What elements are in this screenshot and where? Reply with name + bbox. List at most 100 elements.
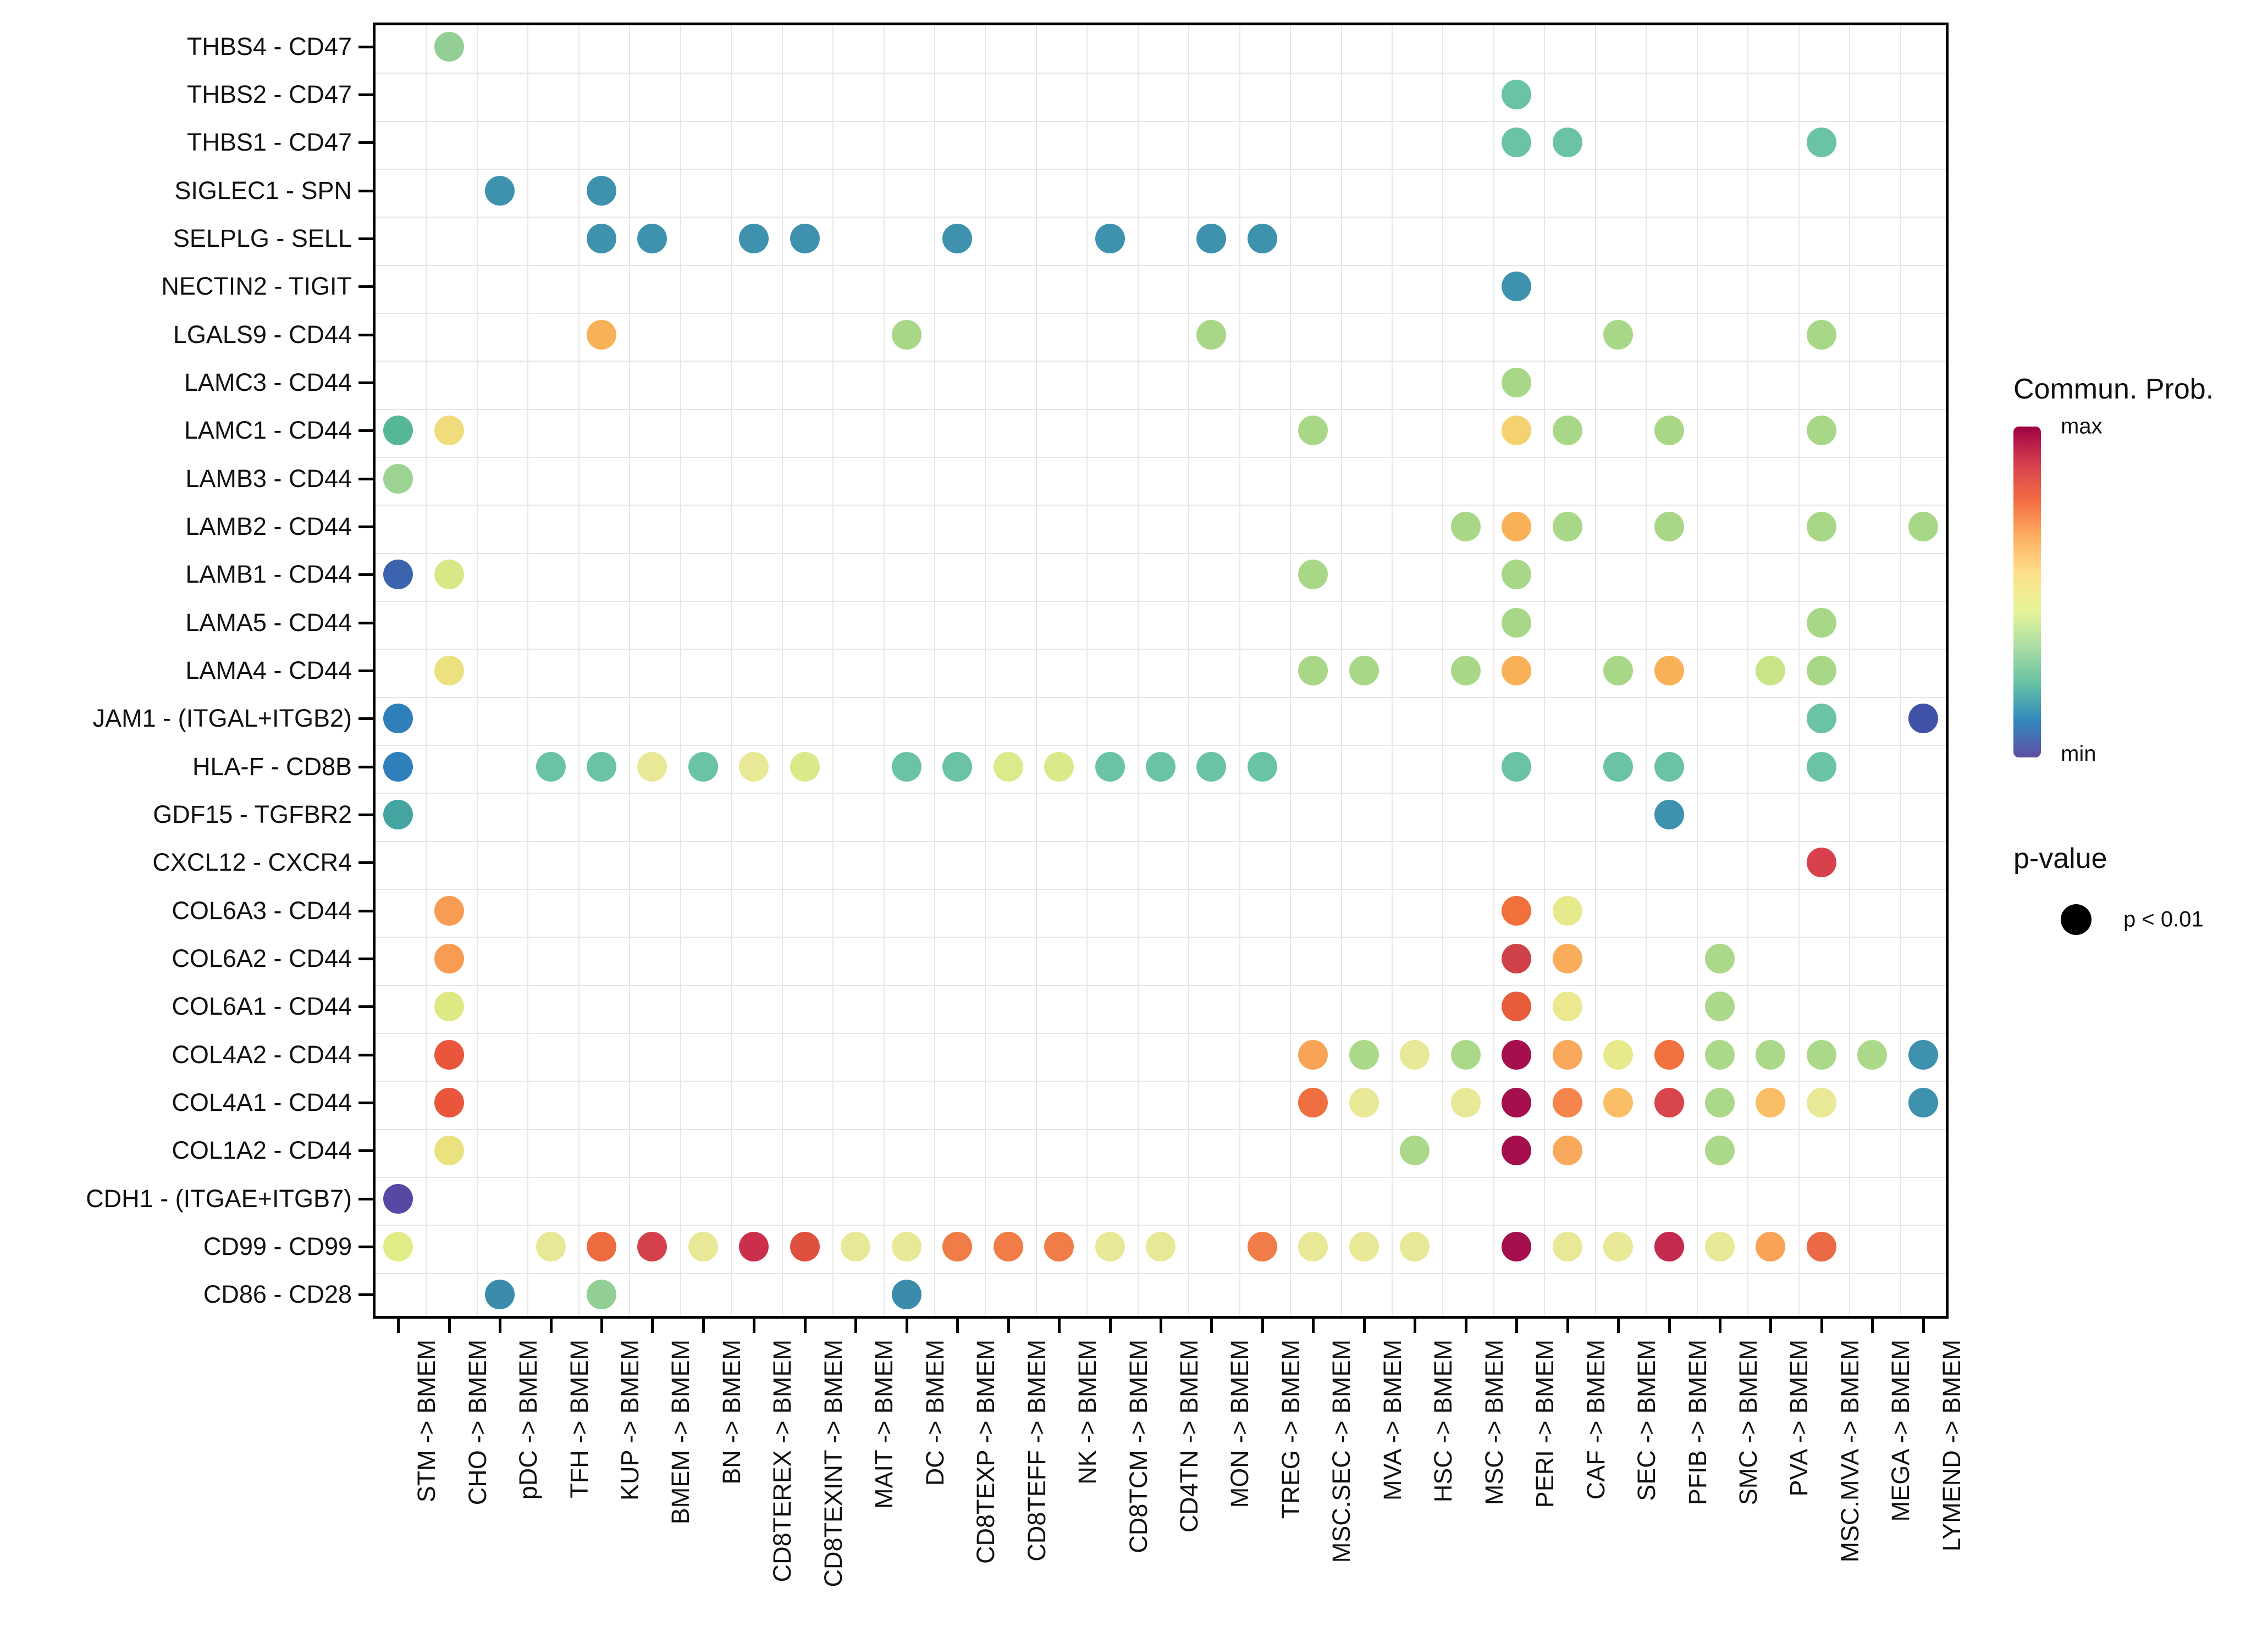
data-point-dot (1654, 1232, 1684, 1261)
y-axis-label: LGALS9 - CD44 (173, 320, 352, 348)
gridline (376, 169, 1946, 170)
x-axis-label: CD8TEREX -> BMEM (768, 1340, 797, 1582)
y-axis-label: LAMA4 - CD44 (185, 656, 352, 684)
gridline (376, 696, 1946, 698)
gridline (731, 25, 732, 1316)
gridline (376, 649, 1946, 650)
data-point-dot (485, 1280, 515, 1310)
gridline (1086, 25, 1088, 1316)
y-axis-label: COL4A1 - CD44 (172, 1088, 352, 1116)
gridline (376, 120, 1946, 122)
y-axis-label: CDH1 - (ITGAE+ITGB7) (86, 1184, 352, 1213)
y-axis-label: NECTIN2 - TIGIT (161, 272, 352, 301)
data-point-dot (1400, 1136, 1430, 1166)
data-point-dot (383, 751, 413, 782)
data-point-dot (1502, 607, 1532, 638)
y-axis-label: THBS1 - CD47 (186, 128, 352, 157)
data-point-dot (1450, 512, 1481, 541)
y-axis-label: LAMB2 - CD44 (185, 512, 352, 540)
x-axis-label: SMC -> BMEM (1734, 1340, 1762, 1506)
data-point-dot (1502, 272, 1532, 302)
x-axis-label: SEC -> BMEM (1632, 1340, 1661, 1501)
legend-pvalue-dot-icon (2061, 904, 2092, 935)
y-axis-tick (358, 429, 373, 433)
legend-pvalue-item-label: p < 0.01 (2123, 907, 2204, 932)
data-point-dot (1095, 1232, 1125, 1261)
y-axis-label: SIGLEC1 - SPN (174, 176, 352, 204)
data-point-dot (1552, 1088, 1582, 1117)
x-axis-label: CD8TEXP -> BMEM (972, 1340, 1000, 1564)
data-point-dot (1806, 1039, 1836, 1070)
gridline (376, 552, 1946, 554)
data-point-dot (993, 1232, 1023, 1261)
data-point-dot (1502, 368, 1532, 397)
data-point-dot (1756, 1088, 1786, 1117)
gridline (578, 25, 580, 1316)
x-axis-label: KUP -> BMEM (616, 1340, 644, 1501)
data-point-dot (383, 463, 413, 494)
data-point-dot (1349, 1039, 1379, 1070)
gridline (376, 745, 1946, 746)
y-axis-tick (358, 814, 373, 816)
y-axis-tick (358, 477, 373, 480)
gridline (376, 1177, 1946, 1178)
x-axis-tick (1718, 1319, 1721, 1333)
plot-panel (373, 23, 1949, 1319)
gridline (781, 25, 783, 1316)
data-point-dot (1603, 1088, 1634, 1117)
y-axis-tick (358, 1102, 373, 1104)
data-point-dot (1756, 1039, 1786, 1070)
x-axis-label: MVA -> BMEM (1378, 1340, 1406, 1501)
y-axis-tick (358, 669, 373, 672)
x-axis-tick (1871, 1319, 1874, 1333)
data-point-dot (739, 751, 769, 782)
y-axis-label: HLA-F - CD8B (192, 752, 352, 781)
data-point-dot (1806, 416, 1836, 446)
gridline (1646, 25, 1647, 1316)
x-axis-tick (549, 1319, 553, 1333)
gridline (1900, 25, 1901, 1316)
y-axis-tick (358, 141, 373, 145)
data-point-dot (536, 751, 566, 782)
y-axis-label: COL4A2 - CD44 (172, 1040, 352, 1069)
data-point-dot (434, 560, 464, 590)
gridline (527, 25, 529, 1316)
x-axis-label: LYMEND -> BMEM (1937, 1340, 1966, 1552)
data-point-dot (1502, 1039, 1532, 1070)
data-point-dot (1552, 895, 1582, 926)
gridline (1696, 25, 1698, 1316)
data-point-dot (1908, 512, 1938, 541)
gridline (376, 937, 1946, 938)
gridline (376, 984, 1946, 986)
data-point-dot (1603, 1039, 1634, 1070)
x-axis-tick (803, 1319, 807, 1333)
gridline (376, 408, 1946, 410)
data-point-dot (891, 1280, 921, 1310)
data-point-dot (434, 1039, 464, 1070)
x-axis-label: MSC -> BMEM (1480, 1340, 1508, 1506)
data-point-dot (942, 224, 973, 253)
x-axis-tick (956, 1319, 959, 1333)
data-point-dot (1806, 607, 1836, 638)
y-axis-tick (358, 333, 373, 336)
data-point-dot (993, 751, 1023, 782)
y-axis-tick (358, 621, 373, 624)
data-point-dot (688, 751, 718, 782)
x-axis-tick (1464, 1319, 1467, 1333)
data-point-dot (1349, 656, 1379, 685)
x-axis-tick (1414, 1319, 1417, 1333)
y-axis-label: JAM1 - (ITGAL+ITGB2) (92, 704, 352, 733)
gridline (883, 25, 885, 1316)
data-point-dot (434, 656, 464, 685)
data-point-dot (942, 751, 973, 782)
data-point-dot (536, 1232, 566, 1261)
data-point-dot (1704, 944, 1735, 973)
data-point-dot (637, 224, 667, 253)
data-point-dot (1400, 1232, 1430, 1261)
data-point-dot (1502, 992, 1532, 1022)
x-axis-tick (753, 1319, 756, 1333)
data-point-dot (1095, 751, 1125, 782)
data-point-dot (1552, 1232, 1582, 1261)
x-axis-tick (1566, 1319, 1569, 1333)
data-point-dot (383, 800, 413, 829)
